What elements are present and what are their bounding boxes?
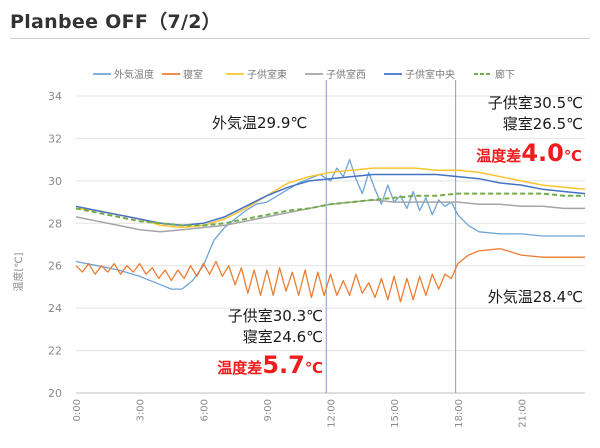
x-tick-label: 12:00 <box>327 399 338 428</box>
y-tick-label: 32 <box>48 132 62 145</box>
chart-reference-lines <box>325 80 457 393</box>
series-line <box>75 192 585 227</box>
chart-axes: 20 22 24 26 28 30 32 34 0:00 3:00 6:00 9:00 12:00 15:… <box>48 90 528 428</box>
diff-unit: ℃ <box>563 147 582 165</box>
y-tick-label: 20 <box>48 387 62 400</box>
series-line <box>75 167 586 229</box>
series-line <box>75 173 586 227</box>
chart-legend: 外気温度 寝室 子供室東 子供室西 子供室中央 廊下 <box>93 68 515 81</box>
x-tick-label: 9:00 <box>263 399 274 421</box>
annotation-noon-kids: 子供室30.3℃ <box>227 307 323 325</box>
y-tick-label: 26 <box>48 260 62 273</box>
y-tick-label: 34 <box>48 90 62 103</box>
legend-entry: 子供室西 <box>326 68 366 81</box>
annotation-evening-kids: 子供室30.5℃ <box>487 94 583 112</box>
x-tick-label: 15:00 <box>390 399 401 428</box>
x-tick-label: 18:00 <box>454 399 465 428</box>
legend-entry: 子供室東 <box>247 68 287 81</box>
annotation-noon-diff: 温度差5.7℃ <box>217 353 323 378</box>
chart-series <box>75 158 586 303</box>
page-title: Planbee OFF（7/2） <box>10 11 222 33</box>
legend-entry: 寝室 <box>183 68 203 81</box>
annotation-noon-bed: 寝室24.6℃ <box>242 328 323 346</box>
diff-label: 温度差 <box>476 147 522 165</box>
y-tick-label: 22 <box>48 345 62 358</box>
diff-value: 4.0 <box>521 139 564 167</box>
chart-gridlines <box>76 95 585 394</box>
legend-entry: 廊下 <box>495 68 515 81</box>
y-tick-label: 24 <box>48 302 62 315</box>
diff-label: 温度差 <box>217 359 263 377</box>
annotation-evening-outdoor: 外気温28.4℃ <box>487 288 583 306</box>
diff-value: 5.7 <box>262 351 305 379</box>
series-line <box>75 248 585 303</box>
annotation-evening-diff: 温度差4.0℃ <box>476 141 582 166</box>
x-tick-label: 6:00 <box>199 399 210 421</box>
diff-unit: ℃ <box>304 359 323 377</box>
y-tick-label: 30 <box>48 175 62 188</box>
y-axis-label: 温度[℃] <box>12 252 25 291</box>
legend-entry: 子供室中央 <box>405 68 455 81</box>
x-tick-label: 21:00 <box>517 399 528 428</box>
x-tick-label: 3:00 <box>136 399 147 421</box>
legend-entry: 外気温度 <box>114 68 154 81</box>
annotation-evening-bed: 寝室26.5℃ <box>502 115 583 133</box>
annotation-noon-outdoor: 外気温29.9℃ <box>212 114 308 132</box>
y-tick-label: 28 <box>48 217 62 230</box>
title-divider <box>10 38 590 39</box>
x-tick-label: 0:00 <box>72 399 83 421</box>
